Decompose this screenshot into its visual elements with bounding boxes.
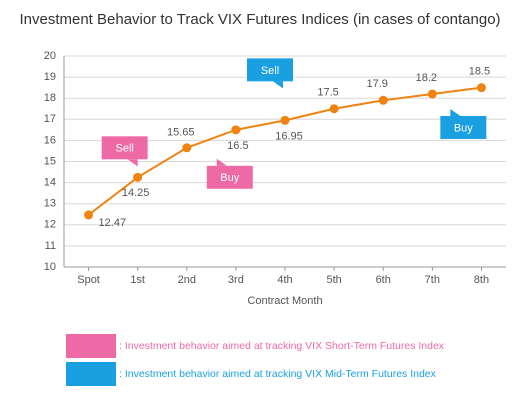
- data-point: [329, 104, 339, 114]
- data-label: 14.25: [122, 187, 150, 199]
- x-tick-label: Spot: [77, 274, 100, 286]
- legend-label: : Investment behavior aimed at tracking …: [119, 368, 437, 380]
- x-tick-label: 5th: [326, 274, 341, 286]
- y-tick-label: 19: [44, 71, 56, 83]
- callout-text: Sell: [261, 65, 279, 77]
- legend-swatch: [66, 334, 116, 358]
- data-label: 17.9: [367, 78, 388, 90]
- data-label: 16.95: [275, 130, 303, 142]
- data-point: [280, 115, 290, 125]
- data-label: 17.5: [317, 87, 338, 99]
- y-tick-label: 14: [44, 177, 56, 189]
- data-point: [231, 125, 241, 135]
- callout-box: [247, 58, 293, 82]
- data-label: 12.47: [99, 217, 127, 229]
- data-point: [133, 172, 143, 182]
- y-tick-label: 12: [44, 219, 56, 231]
- callout-pointer: [127, 159, 138, 167]
- x-tick-label: 1st: [130, 274, 145, 286]
- callout-text: Sell: [115, 143, 133, 155]
- callout-pointer: [216, 158, 227, 166]
- y-tick-label: 11: [45, 240, 56, 252]
- data-label: 16.5: [227, 140, 248, 152]
- x-tick-label: 4th: [277, 274, 292, 286]
- callout-box: [101, 136, 148, 160]
- callout-box: [206, 165, 253, 189]
- y-tick-label: 17: [44, 113, 56, 125]
- x-axis-label: Contract Month: [247, 295, 322, 307]
- legend-swatch: [66, 362, 116, 386]
- y-tick-label: 15: [44, 155, 56, 167]
- x-tick-label: 2nd: [178, 274, 196, 286]
- chart-title: Investment Behavior to Track VIX Futures…: [19, 11, 500, 28]
- y-tick-label: 18: [44, 92, 56, 104]
- y-tick-label: 10: [44, 261, 56, 273]
- data-point: [476, 83, 486, 93]
- callout-text: Buy: [220, 172, 239, 184]
- data-label: 18.5: [469, 66, 490, 78]
- x-tick-label: 7th: [425, 274, 440, 286]
- legend-label: : Investment behavior aimed at tracking …: [119, 340, 445, 352]
- y-tick-label: 16: [44, 134, 56, 146]
- callout-box: [440, 115, 487, 139]
- data-point: [182, 143, 192, 153]
- callout-pointer: [450, 108, 461, 116]
- data-label: 15.65: [167, 127, 195, 139]
- callout-text: Buy: [454, 122, 473, 134]
- x-tick-label: 8th: [474, 274, 489, 286]
- data-label: 18.2: [416, 72, 437, 84]
- callout-pointer: [273, 81, 283, 89]
- y-tick-label: 13: [44, 198, 56, 210]
- y-tick-label: 20: [44, 50, 56, 62]
- data-point: [427, 89, 437, 99]
- x-tick-label: 6th: [376, 274, 391, 286]
- data-point: [378, 95, 388, 105]
- data-point: [84, 210, 94, 220]
- x-tick-label: 3rd: [228, 274, 244, 286]
